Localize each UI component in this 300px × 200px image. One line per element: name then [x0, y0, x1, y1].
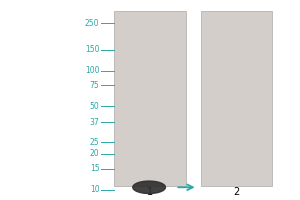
Text: 100: 100	[85, 66, 100, 75]
Bar	[114, 11, 186, 186]
Bar	[200, 11, 272, 186]
Text: 25: 25	[90, 138, 100, 147]
Text: 10: 10	[90, 185, 100, 194]
Text: 50: 50	[90, 102, 100, 111]
Text: 15: 15	[90, 164, 100, 173]
Text: 75: 75	[90, 81, 100, 90]
Text: 37: 37	[90, 118, 100, 127]
Text: 1: 1	[147, 187, 153, 197]
Text: 2: 2	[233, 187, 239, 197]
Text: 20: 20	[90, 149, 100, 158]
Text: 150: 150	[85, 45, 100, 54]
Text: 250: 250	[85, 19, 100, 28]
Polygon shape	[133, 181, 166, 194]
